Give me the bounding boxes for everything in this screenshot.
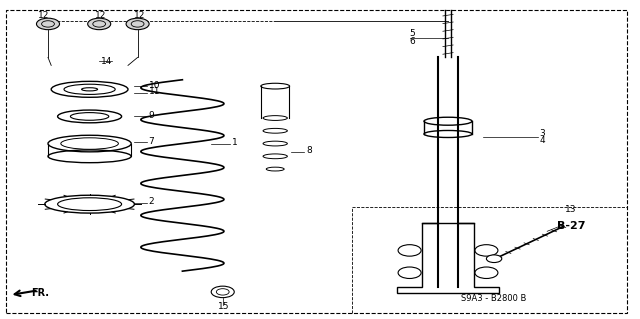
Text: 12: 12: [95, 11, 106, 20]
Circle shape: [486, 255, 502, 263]
Text: S9A3 - B2800 B: S9A3 - B2800 B: [461, 294, 526, 303]
Text: 2: 2: [148, 197, 154, 206]
Text: 3: 3: [540, 130, 545, 138]
Text: 13: 13: [565, 205, 577, 214]
Text: 14: 14: [101, 57, 113, 66]
Text: 9: 9: [148, 111, 154, 120]
Text: 4: 4: [540, 137, 545, 145]
Text: 8: 8: [306, 146, 312, 155]
Text: 10: 10: [148, 81, 160, 90]
Text: 7: 7: [148, 137, 154, 146]
Text: 1: 1: [232, 138, 238, 147]
Text: 12: 12: [38, 11, 50, 20]
Text: 12: 12: [134, 11, 146, 20]
Circle shape: [126, 18, 149, 30]
Text: 15: 15: [218, 302, 229, 311]
Text: 11: 11: [148, 87, 160, 96]
Text: FR.: FR.: [31, 287, 49, 298]
Text: B-27: B-27: [557, 221, 586, 232]
Circle shape: [36, 18, 60, 30]
Circle shape: [88, 18, 111, 30]
Text: 5: 5: [410, 29, 415, 38]
Text: 6: 6: [410, 37, 415, 46]
